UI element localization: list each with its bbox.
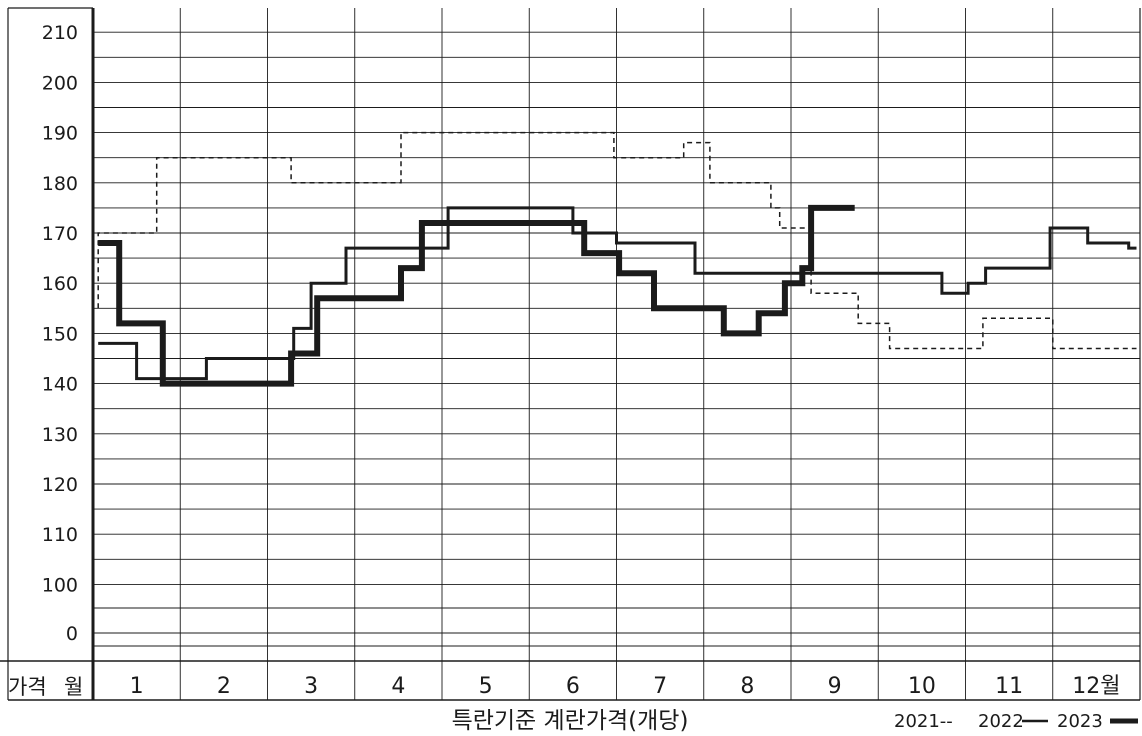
x-tick-label: 1 (130, 674, 144, 699)
chart-title: 특란기준 계란가격(개당) (452, 708, 689, 734)
y-tick-label: 150 (42, 323, 78, 345)
x-tick-label: 9 (828, 674, 842, 699)
x-tick-label: 3 (304, 674, 318, 699)
y-tick-label: 100 (42, 574, 78, 596)
legend-label-2022: 2022 (978, 711, 1024, 732)
legend-label-2023: 2023 (1057, 711, 1103, 732)
y-tick-label: 130 (42, 424, 78, 446)
y-tick-label: 200 (42, 72, 78, 94)
y-tick-label: 190 (42, 123, 78, 145)
x-tick-label: 2 (217, 674, 231, 699)
y-tick-label: 180 (42, 173, 78, 195)
y-tick-label: 110 (42, 524, 78, 546)
x-tick-label: 12월 (1072, 674, 1120, 699)
x-tick-label: 8 (740, 674, 754, 699)
x-tick-label: 4 (391, 674, 405, 699)
grid (0, 7, 1141, 701)
y-tick-label: 140 (42, 374, 78, 396)
x-tick-label: 5 (479, 674, 493, 699)
legend: 2021-- 2022 2023 (894, 711, 1138, 732)
y-axis-ticks: 210 200 190 180 170 160 150 140 130 120 110 100 0 (42, 22, 78, 645)
corner-month-label: 월 (64, 675, 83, 699)
y-tick-label: 170 (42, 223, 78, 245)
series-lines (97, 131, 1137, 387)
y-tick-label: 160 (42, 273, 78, 295)
y-tick-label: 120 (42, 474, 78, 496)
x-tick-label: 7 (653, 674, 667, 699)
y-tick-label: 0 (66, 623, 78, 645)
series-line-2023 (98, 204, 855, 387)
series-line-2021 (97, 131, 1137, 350)
legend-label-2021: 2021-- (894, 711, 953, 732)
x-axis-ticks: 1 2 3 4 5 6 7 8 9 10 11 12월 (130, 674, 1121, 699)
x-tick-label: 10 (908, 674, 936, 699)
x-tick-label: 11 (995, 674, 1023, 699)
corner-price-label: 가격 (8, 675, 47, 699)
y-tick-label: 210 (42, 22, 78, 44)
x-tick-label: 6 (566, 674, 580, 699)
